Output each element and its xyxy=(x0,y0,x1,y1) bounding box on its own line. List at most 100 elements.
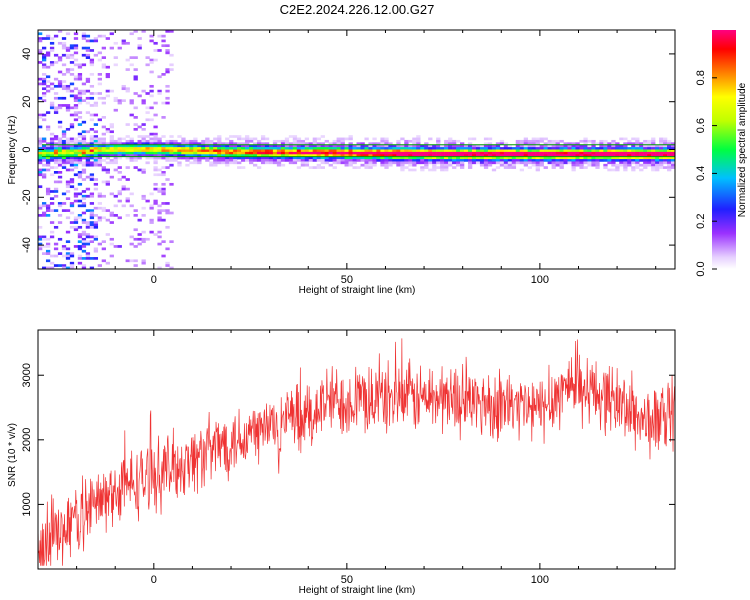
heatmap-cell xyxy=(141,197,146,200)
heatmap-cell xyxy=(109,135,114,138)
heatmap-cell xyxy=(109,211,114,215)
heatmap-cell xyxy=(456,159,461,162)
heatmap-cell xyxy=(157,216,162,220)
heatmap-cell xyxy=(595,166,600,169)
heatmap-cell xyxy=(264,137,270,141)
heatmap-cell xyxy=(623,156,628,160)
heatmap-cell xyxy=(73,166,79,169)
heatmap-cell xyxy=(591,139,596,143)
heatmap-cell xyxy=(93,130,99,134)
heatmap-cell xyxy=(169,135,174,138)
heatmap-cell xyxy=(49,166,55,169)
heatmap-cell xyxy=(113,108,118,112)
heatmap-cell xyxy=(81,82,87,86)
heatmap-cell xyxy=(519,159,525,162)
heatmap-cell xyxy=(125,197,130,200)
y-tick-label: 1000 xyxy=(21,492,33,516)
heatmap-cell xyxy=(245,139,250,143)
heatmap-cell xyxy=(587,154,592,157)
heatmap-cell xyxy=(89,142,95,146)
heatmap-cell xyxy=(312,151,317,155)
heatmap-cell xyxy=(93,249,99,253)
heatmap-cell xyxy=(304,142,310,146)
heatmap-cell xyxy=(97,206,102,210)
heatmap-cell xyxy=(133,228,138,232)
heatmap-cell xyxy=(276,159,282,162)
heatmap-cell xyxy=(45,163,51,167)
heatmap-cell xyxy=(284,159,290,162)
heatmap-cell xyxy=(233,161,238,165)
heatmap-cell xyxy=(41,94,47,98)
heatmap-cell xyxy=(452,147,457,150)
heatmap-cell xyxy=(153,161,158,165)
heatmap-cell xyxy=(611,156,616,160)
heatmap-cell xyxy=(249,151,254,155)
heatmap-cell xyxy=(384,147,389,150)
heatmap-cell xyxy=(209,151,214,155)
heatmap-cell xyxy=(38,161,43,165)
colorbar-ticks: 0.00.20.40.60.8 xyxy=(695,70,717,277)
heatmap-cell xyxy=(129,63,134,67)
heatmap-cell xyxy=(69,178,75,181)
heatmap-cell xyxy=(260,149,266,153)
heatmap-cell xyxy=(312,154,317,157)
heatmap-cell xyxy=(328,163,333,167)
heatmap-cell xyxy=(61,247,67,251)
heatmap-cell xyxy=(324,149,329,153)
heatmap-cell xyxy=(264,147,270,150)
heatmap-cell xyxy=(491,168,497,172)
heatmap-cell xyxy=(607,144,612,148)
heatmap-cell xyxy=(384,163,389,167)
heatmap-cell xyxy=(535,163,540,167)
heatmap-cell xyxy=(65,142,71,146)
heatmap-cell xyxy=(384,142,389,146)
heatmap-cell xyxy=(448,149,453,153)
heatmap-cell xyxy=(225,149,230,153)
heatmap-cell xyxy=(639,142,644,146)
heatmap-cell xyxy=(615,159,620,162)
heatmap-cell xyxy=(667,168,672,172)
heatmap-cell xyxy=(587,156,592,160)
heatmap-cell xyxy=(225,151,230,155)
heatmap-cell xyxy=(400,163,405,167)
heatmap-cell xyxy=(49,137,55,141)
heatmap-cell xyxy=(619,156,624,160)
heatmap-cell xyxy=(53,53,59,57)
heatmap-cell xyxy=(57,30,63,33)
heatmap-cell xyxy=(73,159,79,162)
heatmap-cell xyxy=(38,144,43,148)
heatmap-cell xyxy=(272,161,278,165)
heatmap-cell xyxy=(177,142,182,146)
heatmap-cell xyxy=(38,32,43,36)
heatmap-cell xyxy=(45,209,51,212)
heatmap-cell xyxy=(340,142,345,146)
heatmap-cell xyxy=(69,106,75,110)
heatmap-cell xyxy=(85,194,91,198)
heatmap-cell xyxy=(97,82,102,86)
heatmap-cell xyxy=(460,163,465,167)
heatmap-cell xyxy=(547,144,552,148)
heatmap-cell xyxy=(296,156,302,160)
heatmap-cell xyxy=(49,261,55,265)
heatmap-cell xyxy=(109,89,114,93)
heatmap-cell xyxy=(635,139,640,143)
heatmap-cell xyxy=(651,159,656,162)
heatmap-cell xyxy=(519,156,525,160)
heatmap-cell xyxy=(332,159,337,162)
heatmap-cell xyxy=(145,149,150,153)
heatmap-cell xyxy=(320,135,325,138)
heatmap-cell xyxy=(579,163,584,167)
heatmap-cell xyxy=(161,39,166,43)
heatmap-cell xyxy=(153,199,158,203)
heatmap-cell xyxy=(165,209,170,212)
heatmap-cell xyxy=(340,137,345,141)
heatmap-cell xyxy=(463,147,469,150)
heatmap-cell xyxy=(563,151,568,155)
heatmap-cell xyxy=(623,168,628,172)
heatmap-cell xyxy=(380,139,385,143)
heatmap-cell xyxy=(89,225,95,229)
heatmap-cell xyxy=(101,216,106,220)
heatmap-cell xyxy=(73,46,79,50)
heatmap-cell xyxy=(619,149,624,153)
